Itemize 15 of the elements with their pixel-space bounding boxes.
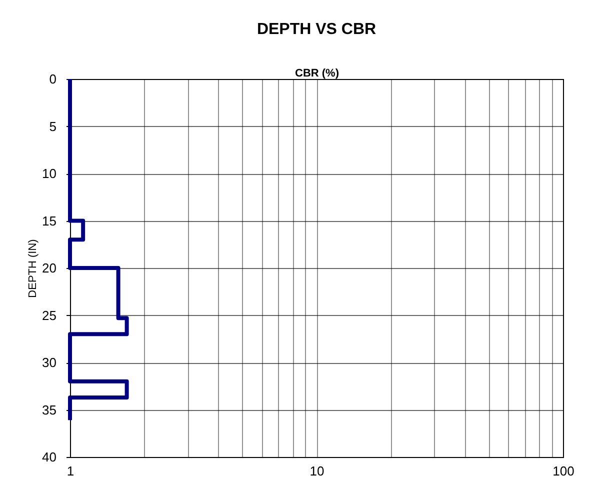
- y-tick-label: 35: [42, 402, 56, 418]
- x-axis-title: CBR (%): [295, 68, 340, 80]
- y-axis-title: DEPTH (IN): [27, 239, 40, 298]
- y-tick-label: 5: [49, 118, 56, 134]
- x-tick-label: 1: [66, 464, 74, 478]
- x-tick-label: 10: [310, 464, 324, 478]
- y-tick-label: 20: [42, 260, 56, 276]
- y-tick-label: 25: [42, 308, 56, 323]
- y-tick-label: 0: [49, 72, 56, 86]
- x-tick-label: 100: [552, 464, 574, 478]
- chart-title: DEPTH VS CBR: [256, 21, 377, 38]
- y-tick-label: 30: [42, 355, 56, 370]
- y-tick-label: 10: [42, 166, 56, 181]
- y-tick-label: 15: [42, 213, 56, 228]
- y-tick-label: 40: [42, 450, 56, 464]
